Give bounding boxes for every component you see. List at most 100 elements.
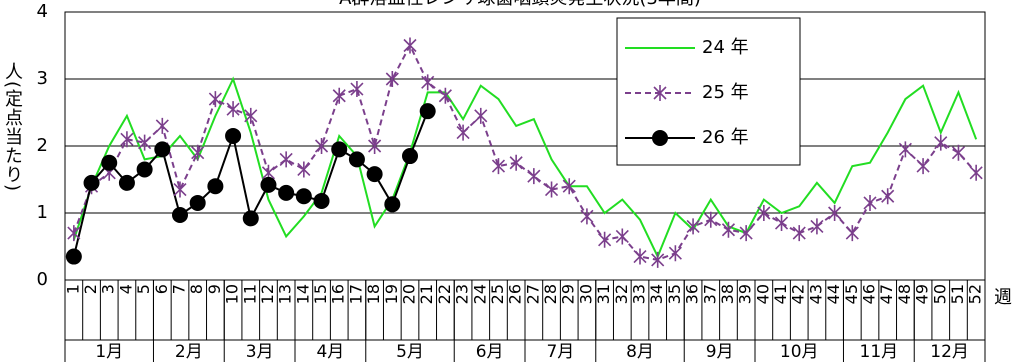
data-point xyxy=(225,127,242,144)
data-point xyxy=(136,161,153,178)
x-tick-label: 51 xyxy=(948,284,967,304)
data-point xyxy=(509,154,523,171)
data-point xyxy=(969,164,983,181)
data-point xyxy=(810,218,824,235)
x-tick-label: 13 xyxy=(276,284,295,304)
month-label: 11月 xyxy=(860,342,899,362)
data-point xyxy=(368,138,382,154)
month-label: 7月 xyxy=(546,342,574,362)
data-point xyxy=(331,141,348,158)
x-tick-label: 36 xyxy=(683,284,702,304)
data-point xyxy=(474,107,488,124)
x-tick-label: 21 xyxy=(417,284,436,304)
x-tick-label: 48 xyxy=(895,284,914,304)
x-tick-label: 3 xyxy=(99,284,118,294)
y-tick-label: 1 xyxy=(37,202,48,223)
data-point xyxy=(916,158,930,175)
x-tick-label: 34 xyxy=(647,284,666,304)
x-tick-label: 19 xyxy=(382,284,401,304)
x-tick-label: 11 xyxy=(240,284,259,304)
x-tick-label: 43 xyxy=(806,284,825,304)
data-point xyxy=(845,225,859,242)
data-point xyxy=(403,37,417,54)
data-point xyxy=(314,138,329,154)
x-tick-label: 25 xyxy=(488,284,507,304)
data-point xyxy=(828,205,842,221)
data-point xyxy=(633,248,647,265)
data-point xyxy=(792,225,806,242)
x-tick-label: 40 xyxy=(753,284,772,304)
data-point xyxy=(189,194,206,211)
data-point xyxy=(120,131,134,148)
x-tick-label: 30 xyxy=(576,284,595,304)
month-label: 2月 xyxy=(175,342,203,362)
data-point xyxy=(172,207,188,224)
x-tick-label: 45 xyxy=(842,284,861,304)
x-tick-label: 5 xyxy=(134,284,153,294)
month-label: 3月 xyxy=(246,342,274,362)
x-tick-label: 39 xyxy=(736,284,755,304)
data-point xyxy=(544,181,559,198)
x-tick-label: 42 xyxy=(789,284,808,304)
data-point xyxy=(951,144,966,161)
data-point xyxy=(118,174,135,191)
data-point xyxy=(704,211,718,228)
series-line xyxy=(72,43,977,261)
legend-box xyxy=(616,17,801,166)
x-tick-label: 49 xyxy=(913,284,932,304)
data-point xyxy=(863,194,877,211)
x-tick-label: 38 xyxy=(718,284,737,304)
x-tick-label: 32 xyxy=(612,284,631,304)
data-point xyxy=(279,151,293,168)
y-tick-label: 3 xyxy=(37,68,48,89)
data-point xyxy=(384,196,401,213)
x-tick-label: 24 xyxy=(470,284,489,304)
data-point xyxy=(155,117,169,134)
data-point xyxy=(881,188,895,205)
data-point xyxy=(191,144,205,161)
data-point xyxy=(226,101,240,118)
x-tick-label: 35 xyxy=(665,284,684,304)
x-tick-label: 18 xyxy=(364,284,383,304)
data-point xyxy=(138,134,152,151)
data-point xyxy=(934,134,948,151)
x-tick-label: 46 xyxy=(860,284,879,304)
data-point xyxy=(385,71,399,87)
x-tick-label: 41 xyxy=(771,284,790,304)
x-tick-label: 33 xyxy=(630,284,649,304)
data-point xyxy=(348,151,365,168)
data-point xyxy=(366,166,383,183)
series-layer xyxy=(65,37,983,268)
data-point xyxy=(438,87,452,104)
x-tick-label: 2 xyxy=(81,284,100,294)
x-tick-label: 12 xyxy=(258,284,277,304)
x-tick-label: 10 xyxy=(223,284,242,304)
data-point xyxy=(101,154,118,171)
month-label: 6月 xyxy=(476,342,504,362)
x-tick-label: 47 xyxy=(877,284,896,304)
x-tick-label: 44 xyxy=(824,284,843,304)
x-tick-label: 20 xyxy=(400,284,419,304)
data-point xyxy=(615,228,629,245)
data-point xyxy=(154,141,171,158)
data-point xyxy=(297,161,311,178)
x-tick-label: 31 xyxy=(594,284,613,304)
data-point xyxy=(456,124,470,141)
data-point xyxy=(419,103,436,120)
data-point xyxy=(65,248,82,265)
x-tick-label: 9 xyxy=(205,284,224,294)
x-tick-label: 7 xyxy=(170,284,189,294)
data-point xyxy=(295,188,312,205)
data-point xyxy=(173,181,187,198)
x-tick-label: 6 xyxy=(152,284,171,294)
x-tick-label: 4 xyxy=(116,284,135,294)
data-point xyxy=(739,225,753,242)
x-tick-label: 50 xyxy=(930,284,949,304)
x-tick-label: 37 xyxy=(700,284,719,304)
x-tick-label: 23 xyxy=(453,284,472,304)
legend-marker xyxy=(653,85,667,101)
data-point xyxy=(774,215,789,232)
data-point xyxy=(313,192,330,209)
data-point xyxy=(83,174,100,191)
